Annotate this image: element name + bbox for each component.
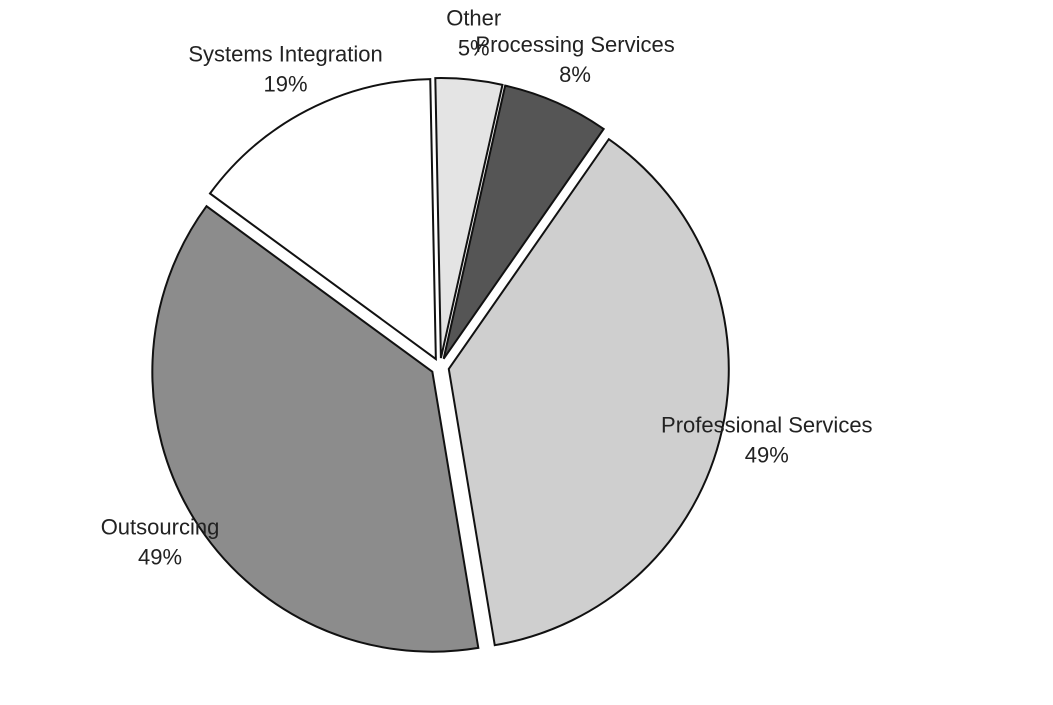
pie-slice [208,78,437,362]
pie-slice [434,77,504,359]
slice-label: Processing Services [475,32,674,57]
pie-slice [442,84,606,360]
slice-value-label: 8% [559,62,591,87]
slice-value-label: 19% [264,72,308,97]
slice-label: Professional Services [661,412,873,437]
pie-slice [151,204,480,653]
pie-slice [447,137,730,647]
slice-label: Outsourcing [101,514,220,539]
slice-value-label: 49% [745,442,789,467]
slice-label: Systems Integration [188,42,382,67]
slice-value-label: 5% [458,36,490,61]
slice-value-label: 49% [138,544,182,569]
slice-label: Other [446,6,501,31]
